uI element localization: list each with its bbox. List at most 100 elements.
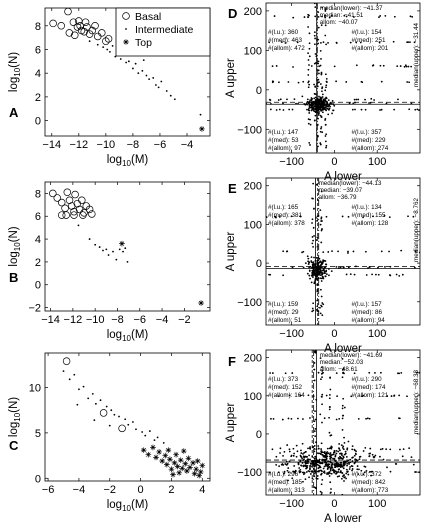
dot-point <box>400 249 403 252</box>
dot-point <box>347 252 349 254</box>
dot-point <box>333 65 336 68</box>
dot-point <box>313 271 316 273</box>
dot-point <box>364 465 367 468</box>
dot-point <box>316 470 319 473</box>
dot-point <box>320 216 323 219</box>
circle-point <box>71 190 79 199</box>
dot-point <box>371 453 374 456</box>
dot-point <box>320 109 323 112</box>
dot-point <box>360 108 363 111</box>
median-lower-label: median(lower): −41.69 <box>320 352 383 359</box>
dot-point <box>335 265 338 268</box>
dot-point <box>328 16 331 19</box>
dot-point <box>302 455 305 458</box>
dot-point <box>313 445 316 447</box>
circle-point <box>104 35 113 43</box>
y-tick-label: 2 <box>35 92 41 104</box>
dot-point <box>287 467 290 469</box>
x-tick-label: 100 <box>368 498 386 510</box>
dot-point <box>319 97 322 100</box>
dot-point <box>306 272 309 275</box>
quadrant-count: #(l.u.): 157 <box>352 301 383 308</box>
dot-point <box>368 417 371 420</box>
dot-point <box>377 266 379 269</box>
circle-point <box>53 194 62 202</box>
dot-point <box>350 395 353 398</box>
dot-point <box>124 247 127 250</box>
dot-point <box>313 269 316 272</box>
star-point <box>164 461 170 468</box>
y-tick-label: 0 <box>35 280 41 292</box>
dot-point <box>324 89 327 92</box>
dot-point <box>282 464 285 466</box>
y-tick-label: 8 <box>35 21 41 33</box>
dot-point <box>320 448 323 450</box>
dot-point <box>393 394 396 397</box>
x-axis-label: A lower <box>324 513 362 525</box>
circle-point <box>65 29 74 37</box>
dot-point <box>307 447 309 450</box>
dot-point <box>324 123 327 126</box>
dot-point <box>325 109 328 112</box>
dot-point <box>362 473 365 476</box>
dot-point <box>405 65 408 68</box>
dot-point <box>379 371 382 374</box>
quadrant-count: #(med): 185 <box>268 479 302 486</box>
y-axis-label: log10(N) <box>8 226 22 266</box>
dot-point <box>291 477 294 480</box>
y-tick-label: −100 <box>237 124 262 136</box>
dot-point <box>411 15 414 18</box>
dot-point <box>346 470 348 473</box>
x-tick-label: −8 <box>127 139 140 151</box>
star-point <box>171 460 178 466</box>
dot-point <box>76 403 79 406</box>
dot-point <box>317 15 320 18</box>
dot-point <box>414 108 417 111</box>
dot-point <box>348 468 351 470</box>
dot-point <box>342 414 344 417</box>
dot-point <box>314 6 317 9</box>
dot-point <box>407 215 409 218</box>
dot-point <box>379 109 381 111</box>
dot-point <box>324 15 327 17</box>
dot-point <box>320 241 323 244</box>
dot-point <box>313 274 316 276</box>
x-axis-label: A lower <box>324 343 362 355</box>
dot-point <box>279 447 282 450</box>
y-tick-label: 4 <box>35 234 41 246</box>
star-point <box>167 456 173 463</box>
dot-point <box>108 424 111 427</box>
dot-point <box>319 306 321 309</box>
dot-point <box>321 273 324 276</box>
dot-point <box>404 64 407 67</box>
median-label: median: −39.07 <box>319 187 363 194</box>
dot-point <box>324 8 327 11</box>
dot-point <box>301 251 303 254</box>
x-tick-label: −6 <box>154 139 167 151</box>
dot-point <box>321 262 324 264</box>
dot-point <box>319 288 322 291</box>
star-point <box>198 300 204 306</box>
dot-point <box>313 457 316 460</box>
circle-point <box>68 202 76 210</box>
dot-point <box>334 454 337 457</box>
dot-point <box>301 457 304 460</box>
dot-point <box>309 144 311 146</box>
dot-point <box>326 105 329 107</box>
dot-point <box>339 471 342 474</box>
dot-point <box>333 464 336 467</box>
dot-point <box>369 447 372 450</box>
dot-point <box>311 272 314 274</box>
circle-point <box>80 27 88 36</box>
legend-star-marker <box>123 39 129 45</box>
dot-point <box>342 462 345 465</box>
circle-point <box>62 211 70 219</box>
dot-point <box>157 86 160 89</box>
x-tick-label: −14 <box>42 139 61 151</box>
dot-point <box>317 62 320 65</box>
dot-point <box>341 369 344 371</box>
dot-point <box>353 273 356 276</box>
dot-point <box>318 271 321 274</box>
dot-point <box>328 455 331 458</box>
